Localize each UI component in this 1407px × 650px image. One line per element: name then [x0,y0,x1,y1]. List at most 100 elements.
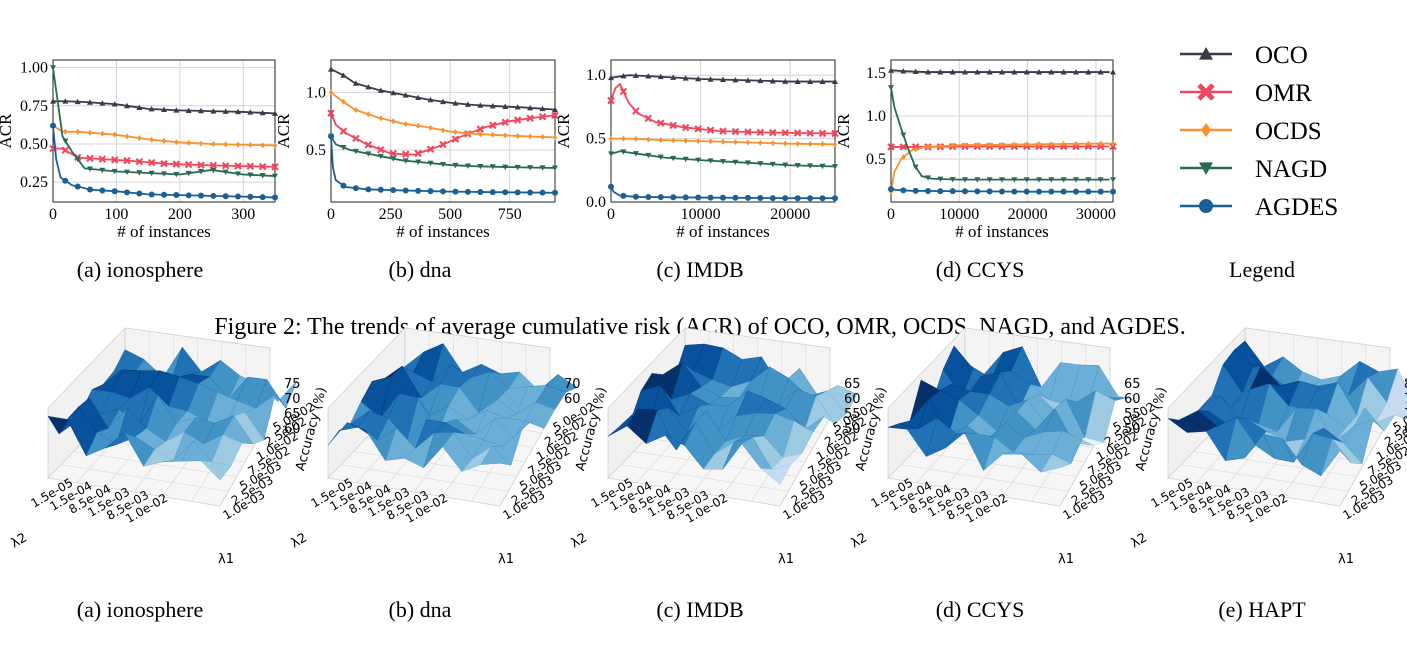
data-point [111,101,118,107]
data-point [401,150,410,158]
data-point [259,173,266,179]
data-point [1061,140,1066,147]
data-point [986,177,993,183]
data-point [621,135,626,142]
data-point [1023,188,1030,195]
legend-marker [1199,162,1213,175]
data-point [732,77,739,83]
x-tick-label: 300 [231,206,255,223]
data-point [681,123,690,132]
x-tick-label: 250 [379,206,403,223]
data-point [234,162,242,170]
series-nagd [888,85,1116,183]
data-point [999,188,1005,195]
data-point [149,136,154,143]
data-point [819,78,826,84]
data-point [414,149,422,158]
data-point [888,67,894,73]
data-point [527,104,534,111]
series-oco [50,98,278,116]
data-point [62,98,69,104]
data-point [732,194,739,201]
data-point [731,127,740,136]
data-point [888,186,894,193]
series-line [52,124,276,147]
data-point [657,119,665,127]
legend-label: AGDES [1255,194,1338,221]
data-point [211,141,216,148]
series-nagd [50,65,278,180]
data-point [695,75,702,82]
caption-a-top: (a) ionosphere [77,257,203,282]
data-point [366,111,371,118]
data-point [501,118,509,127]
data-point [539,189,546,196]
data-point [912,164,919,171]
series-omr [607,82,839,138]
data-point [682,194,689,201]
data-point [173,171,180,178]
z-tick-label: 60 [284,422,301,437]
data-point [427,160,434,167]
data-point [74,98,81,105]
data-point [1097,69,1104,75]
data-point [818,129,827,138]
y-axis-label: ACR [554,113,573,149]
data-point [160,159,168,168]
data-point [124,189,130,196]
data-point [744,160,751,166]
data-point [756,128,765,137]
series-agdes [888,186,1116,195]
data-point [707,158,714,164]
series-omr [49,144,279,171]
x-tick-label: 10000 [681,206,721,223]
data-point [695,194,702,201]
data-point [477,163,484,170]
data-point [1060,69,1067,75]
data-point [428,124,433,131]
data-point [99,167,106,174]
series-omr [327,109,559,158]
caption-a-bottom: (a) ionosphere [77,597,203,622]
data-point [147,158,156,167]
legend-marker [1200,123,1212,137]
data-point [377,145,385,154]
data-point [1085,69,1092,75]
surface [607,343,858,485]
data-point [365,84,372,90]
data-point [1036,177,1042,183]
data-point [148,106,155,112]
z-tick-label: 70 [284,392,301,407]
data-point [1060,177,1067,183]
data-point [526,114,534,122]
data-point [1048,177,1055,183]
data-point [937,69,944,75]
data-point [62,138,69,144]
x-axis-label: # of instances [955,222,1048,241]
data-point [440,161,446,168]
data-point [745,139,751,146]
data-point [1085,188,1092,195]
data-point [540,133,545,140]
data-point [794,78,801,84]
data-point [758,139,763,146]
data-point [377,186,384,193]
data-point [831,129,839,138]
data-point [1049,141,1054,148]
data-point [99,187,106,194]
data-point [1085,177,1092,183]
z-tick-label: 60 [844,392,861,407]
data-point [135,157,144,166]
data-point [502,132,508,139]
data-point [403,120,408,127]
data-point [235,141,241,148]
data-point [552,189,558,196]
data-point [390,89,397,96]
data-point [1048,69,1055,75]
surface-patch [760,464,792,485]
x-axis-label: λ1 [778,552,794,567]
line-chart-3: 0 10000 20000 0.0 0.5 1.0 # of instances ACR [554,59,839,241]
data-point [489,121,497,130]
data-point [720,138,726,145]
